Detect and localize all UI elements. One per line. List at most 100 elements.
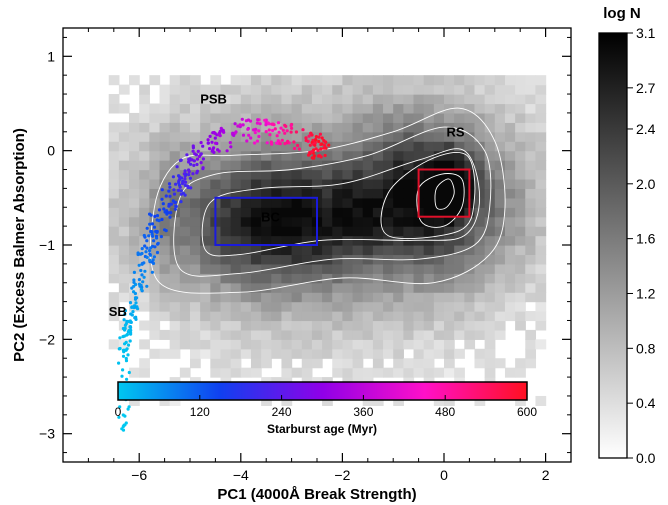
track-point bbox=[132, 270, 136, 274]
heatmap-cell bbox=[535, 94, 547, 105]
density-heatmap bbox=[108, 75, 547, 406]
heatmap-cell bbox=[342, 122, 354, 133]
heatmap-cell bbox=[464, 301, 476, 312]
heatmap-cell bbox=[322, 94, 333, 105]
heatmap-cell bbox=[535, 216, 547, 227]
heatmap-cell bbox=[444, 188, 455, 199]
heatmap-cell bbox=[352, 216, 364, 227]
heatmap-cell bbox=[494, 94, 506, 105]
heatmap-cell bbox=[484, 263, 496, 274]
heatmap-cell bbox=[200, 329, 211, 340]
track-point bbox=[310, 156, 314, 160]
heatmap-cell bbox=[118, 122, 130, 133]
heatmap-cell bbox=[515, 197, 526, 208]
heatmap-cell bbox=[230, 160, 242, 171]
heatmap-cell bbox=[118, 188, 130, 199]
heatmap-cell bbox=[383, 150, 394, 161]
heatmap-cell bbox=[200, 150, 211, 161]
heatmap-cell bbox=[301, 301, 313, 312]
track-point bbox=[121, 335, 125, 339]
heatmap-cell bbox=[230, 329, 242, 340]
track-point bbox=[322, 146, 326, 150]
heatmap-cell bbox=[372, 178, 384, 189]
heatmap-cell bbox=[535, 301, 547, 312]
heatmap-cell bbox=[525, 188, 537, 199]
track-point bbox=[201, 157, 205, 161]
track-point bbox=[208, 147, 212, 151]
heatmap-cell bbox=[423, 178, 435, 189]
track-point bbox=[168, 194, 172, 198]
heatmap-cell bbox=[464, 84, 476, 95]
heatmap-cell bbox=[240, 292, 252, 303]
heatmap-cell bbox=[291, 245, 303, 256]
heatmap-cell bbox=[494, 131, 506, 142]
heatmap-cell bbox=[261, 282, 272, 293]
heatmap-cell bbox=[504, 197, 516, 208]
heatmap-cell bbox=[393, 150, 404, 161]
heatmap-cell bbox=[444, 178, 455, 189]
heatmap-cell bbox=[494, 311, 506, 322]
heatmap-cell bbox=[525, 160, 537, 171]
heatmap-cell bbox=[159, 112, 171, 123]
heatmap-cell bbox=[240, 348, 252, 359]
heatmap-cell bbox=[200, 235, 211, 246]
track-point bbox=[283, 142, 287, 146]
heatmap-cell bbox=[261, 122, 272, 133]
track-point bbox=[155, 236, 159, 240]
heatmap-cell bbox=[271, 84, 283, 95]
heatmap-cell bbox=[433, 188, 445, 199]
heatmap-cell bbox=[179, 311, 191, 322]
heatmap-cell bbox=[179, 254, 191, 265]
heatmap-cell bbox=[301, 207, 313, 218]
heatmap-cell bbox=[291, 320, 303, 331]
heatmap-cell bbox=[301, 226, 313, 237]
track-point bbox=[284, 124, 288, 128]
track-point bbox=[289, 123, 293, 128]
heatmap-cell bbox=[494, 301, 506, 312]
heatmap-cell bbox=[301, 254, 313, 265]
heatmap-cell bbox=[200, 197, 211, 208]
heatmap-cell bbox=[464, 320, 476, 331]
heatmap-cell bbox=[352, 178, 364, 189]
track-point bbox=[183, 183, 187, 187]
heatmap-cell bbox=[535, 160, 547, 171]
heatmap-cell bbox=[291, 301, 303, 312]
heatmap-cell bbox=[169, 103, 181, 114]
heatmap-cell bbox=[169, 150, 181, 161]
heatmap-cell bbox=[311, 292, 323, 303]
heatmap-cell bbox=[362, 103, 374, 114]
heatmap-cell bbox=[149, 141, 161, 152]
heatmap-cell bbox=[352, 150, 364, 161]
heatmap-cell bbox=[322, 188, 333, 199]
heatmap-cell bbox=[494, 292, 506, 303]
track-point bbox=[183, 177, 187, 181]
heatmap-cell bbox=[362, 367, 374, 378]
heatmap-cell bbox=[515, 207, 526, 218]
heatmap-cell bbox=[230, 207, 242, 218]
track-point bbox=[169, 202, 173, 206]
heatmap-cell bbox=[352, 367, 364, 378]
heatmap-cell bbox=[311, 273, 323, 284]
heatmap-cell bbox=[393, 84, 404, 95]
heatmap-cell bbox=[200, 320, 211, 331]
heatmap-cell bbox=[342, 197, 354, 208]
track-point bbox=[219, 126, 223, 130]
heatmap-cell bbox=[179, 245, 191, 256]
heatmap-cell bbox=[372, 263, 384, 274]
heatmap-cell bbox=[433, 131, 445, 142]
heatmap-cell bbox=[271, 207, 283, 218]
heatmap-cell bbox=[525, 226, 537, 237]
heatmap-cell bbox=[149, 273, 161, 284]
heatmap-cell bbox=[504, 273, 516, 284]
heatmap-cell bbox=[169, 395, 181, 406]
heatmap-cell bbox=[393, 94, 404, 105]
heatmap-cell bbox=[179, 292, 191, 303]
heatmap-cell bbox=[515, 169, 526, 180]
heatmap-cell bbox=[291, 292, 303, 303]
heatmap-cell bbox=[372, 320, 384, 331]
heatmap-cell bbox=[332, 301, 343, 312]
region-boxes bbox=[214, 168, 471, 247]
heatmap-cell bbox=[444, 112, 455, 123]
heatmap-cell bbox=[484, 216, 496, 227]
track-point bbox=[253, 131, 257, 135]
